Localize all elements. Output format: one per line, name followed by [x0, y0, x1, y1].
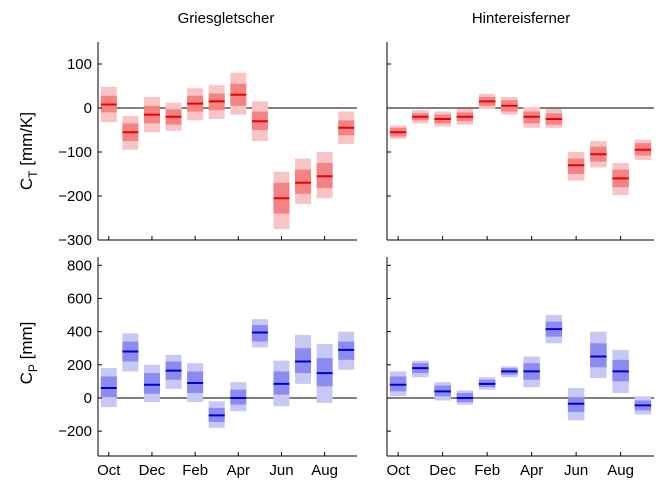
x-tick-label: Jun — [269, 462, 293, 479]
panel-precipitation-hintereisferner: Oct Dec Feb Apr Jun Aug — [386, 257, 654, 479]
ylabel-temperature-sub: T — [26, 170, 40, 178]
x-tick-label: Feb — [474, 462, 500, 479]
x-tick-label: Apr — [520, 462, 543, 479]
x-tick-label: Oct — [97, 462, 121, 479]
ylabel-precipitation-sub: P — [26, 364, 40, 372]
ylabel-precipitation-main: C — [17, 372, 36, 384]
title-griesgletscher: Griesgletscher — [178, 10, 275, 27]
x-tick-label: Aug — [311, 462, 338, 479]
ylabel-temperature: CT [mm/K] — [17, 112, 40, 190]
ylabel-temperature-main: C — [17, 178, 36, 190]
x-tick-label: Feb — [182, 462, 208, 479]
y-tick-label: 0 — [84, 100, 92, 117]
ylabel-precipitation: CP [mm] — [17, 322, 40, 385]
y-tick-label: −200 — [58, 423, 92, 440]
title-hintereisferner: Hintereisferner — [472, 10, 570, 27]
y-tick-label: −100 — [58, 144, 92, 161]
panel-precipitation-griesgletscher: −200 0 200 400 600 800 Oct Dec Feb Apr Jun Aug — [58, 257, 357, 479]
x-tick-label: Dec — [429, 462, 456, 479]
ct-griesgletscher-inner-box — [295, 169, 312, 194]
cp-griesgletscher-inner-box — [100, 376, 117, 398]
y-tick-label: 0 — [84, 390, 92, 407]
ylabel-temperature-suffix: [mm/K] — [17, 112, 36, 171]
cp-griesgletscher-inner-box — [143, 373, 160, 394]
y-tick-label: −300 — [58, 232, 92, 249]
panel-temperature-hintereisferner — [386, 42, 654, 241]
y-tick-label: 800 — [67, 257, 92, 274]
cp-hintereisferner-inner-box — [590, 343, 607, 368]
ct-hintereisferner-inner-box — [567, 158, 585, 174]
x-tick-label: Jun — [564, 462, 588, 479]
y-tick-label: 400 — [67, 324, 92, 341]
y-tick-label: 200 — [67, 357, 92, 374]
x-tick-label: Aug — [607, 462, 634, 479]
x-tick-label: Oct — [386, 462, 410, 479]
ylabel-precipitation-suffix: [mm] — [17, 322, 36, 365]
y-tick-label: −200 — [58, 188, 92, 205]
panel-temperature-griesgletscher: −300 −200 −100 0 100 — [58, 42, 357, 249]
y-tick-label: 100 — [67, 56, 92, 73]
y-tick-label: 600 — [67, 290, 92, 307]
x-tick-label: Apr — [227, 462, 250, 479]
x-tick-label: Dec — [139, 462, 166, 479]
